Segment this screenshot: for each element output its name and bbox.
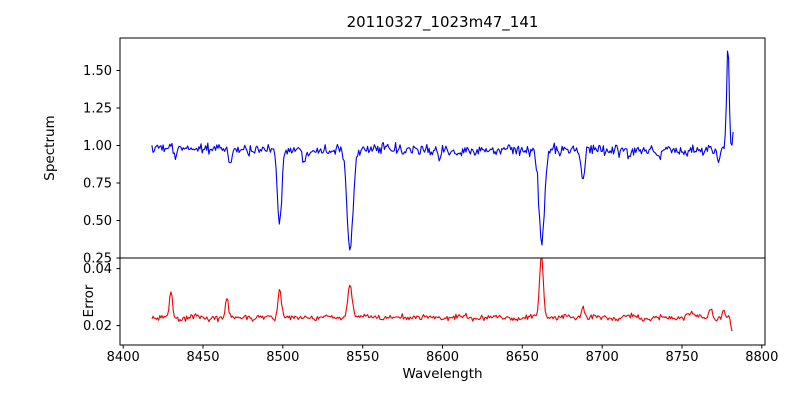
x-tick-label: 8800	[745, 350, 778, 365]
plot-title: 20110327_1023m47_141	[346, 13, 539, 31]
y-tick-label: 1.25	[83, 102, 112, 117]
y-tick-label: 1.00	[83, 139, 112, 154]
x-tick-label: 8700	[586, 350, 619, 365]
x-tick-label: 8650	[506, 350, 539, 365]
y-tick-label: 0.02	[83, 319, 112, 334]
y-tick-label: 0.25	[83, 252, 112, 267]
x-axis-ticks: 8400 8450 8500 8550 8600 8650 8700 8750 8800	[107, 345, 778, 365]
y-tick-label: 0.50	[83, 214, 112, 229]
y-axis-ticks-panel-1: 0.02 0.04	[83, 262, 120, 334]
x-tick-label: 8550	[346, 350, 379, 365]
x-tick-label: 8750	[665, 350, 698, 365]
x-axis-label: Wavelength	[402, 366, 483, 382]
x-tick-label: 8400	[107, 350, 140, 365]
error-line	[151, 258, 733, 332]
y-tick-label: 1.50	[83, 64, 112, 79]
spectrum-line	[151, 50, 734, 251]
x-tick-label: 8500	[266, 350, 299, 365]
y-tick-label: 0.75	[83, 177, 112, 192]
panel-1-spines	[119, 257, 766, 346]
x-tick-label: 8450	[186, 350, 219, 365]
y-axis-ticks-panel-0: 0.25 0.50 0.75 1.00 1.25 1.50	[83, 64, 120, 267]
y-tick-label: 0.04	[83, 262, 112, 277]
x-tick-label: 8600	[426, 350, 459, 365]
